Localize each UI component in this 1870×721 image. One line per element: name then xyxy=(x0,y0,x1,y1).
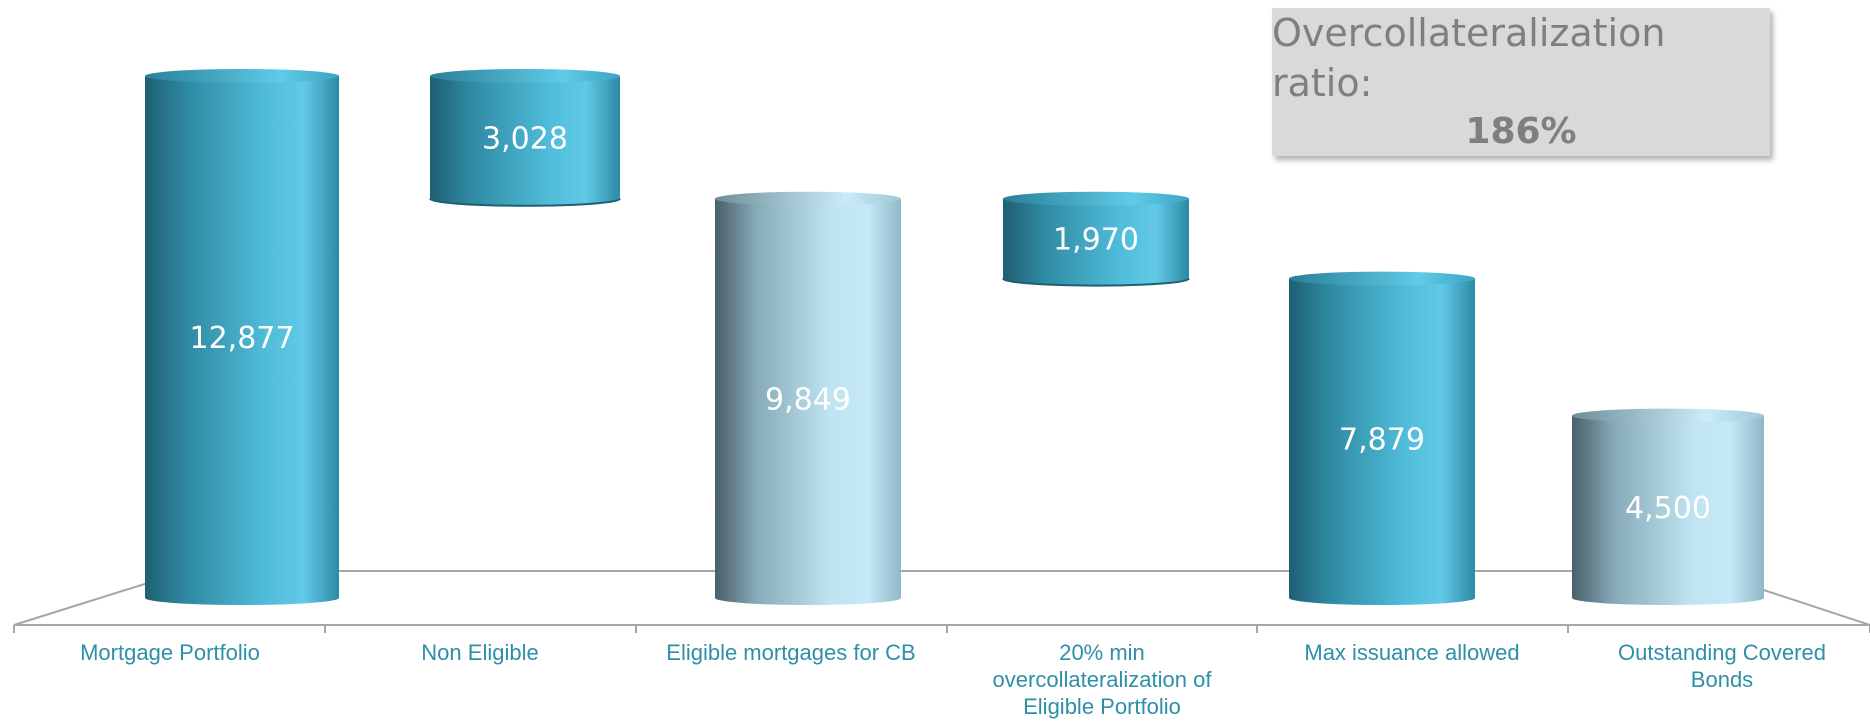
ratio-label: Overcollateralization ratio: xyxy=(1272,11,1666,105)
bar-2 xyxy=(715,191,901,605)
floor-outline xyxy=(13,570,1870,626)
bar-top-3 xyxy=(1003,191,1189,206)
bars xyxy=(145,69,1764,605)
overcollateralization-box: Overcollateralization ratio: 186% xyxy=(1272,8,1770,156)
floor xyxy=(13,570,1870,626)
bar-1 xyxy=(429,69,621,207)
category-labels: Mortgage Portfolio Non Eligible Eligible m… xyxy=(80,640,1826,719)
category-label-2: Eligible mortgages for CB xyxy=(666,640,915,665)
bar-top-1 xyxy=(430,69,620,83)
bar-top-4 xyxy=(1289,271,1475,286)
bar-rim-1 xyxy=(429,198,621,207)
bar-body-2 xyxy=(715,198,901,605)
bar-rim-3 xyxy=(1002,278,1190,287)
bar-top-2 xyxy=(715,191,901,206)
bar-body-1 xyxy=(430,76,620,206)
bar-body-4 xyxy=(1289,278,1475,605)
value-label-0: 12,877 xyxy=(190,321,295,356)
value-label-1: 3,028 xyxy=(482,121,568,156)
bar-body-5 xyxy=(1572,415,1764,605)
bar-top-5 xyxy=(1572,408,1764,423)
bar-body-3 xyxy=(1003,198,1189,286)
bar-3 xyxy=(1002,191,1190,287)
ratio-value: 186% xyxy=(1465,111,1577,152)
value-label-4: 7,879 xyxy=(1339,422,1425,457)
category-label-1: Non Eligible xyxy=(421,640,538,665)
bar-top-0 xyxy=(145,69,339,83)
category-label-0: Mortgage Portfolio xyxy=(80,640,260,665)
bar-5 xyxy=(1572,408,1764,605)
bar-4 xyxy=(1289,271,1475,605)
bar-0 xyxy=(145,69,339,605)
value-label-5: 4,500 xyxy=(1625,491,1711,526)
category-label-5: Outstanding Covered Bonds xyxy=(1618,640,1826,692)
value-labels: 12,877 3,028 9,849 1,970 7,879 4,500 xyxy=(190,121,1711,525)
category-label-3: 20% min overcollateralization of Eligible … xyxy=(993,640,1213,719)
value-label-2: 9,849 xyxy=(765,382,851,417)
category-label-4: Max issuance allowed xyxy=(1304,640,1519,665)
x-axis-ticks xyxy=(13,625,1870,633)
bar-body-0 xyxy=(145,76,339,605)
value-label-3: 1,970 xyxy=(1053,223,1139,258)
